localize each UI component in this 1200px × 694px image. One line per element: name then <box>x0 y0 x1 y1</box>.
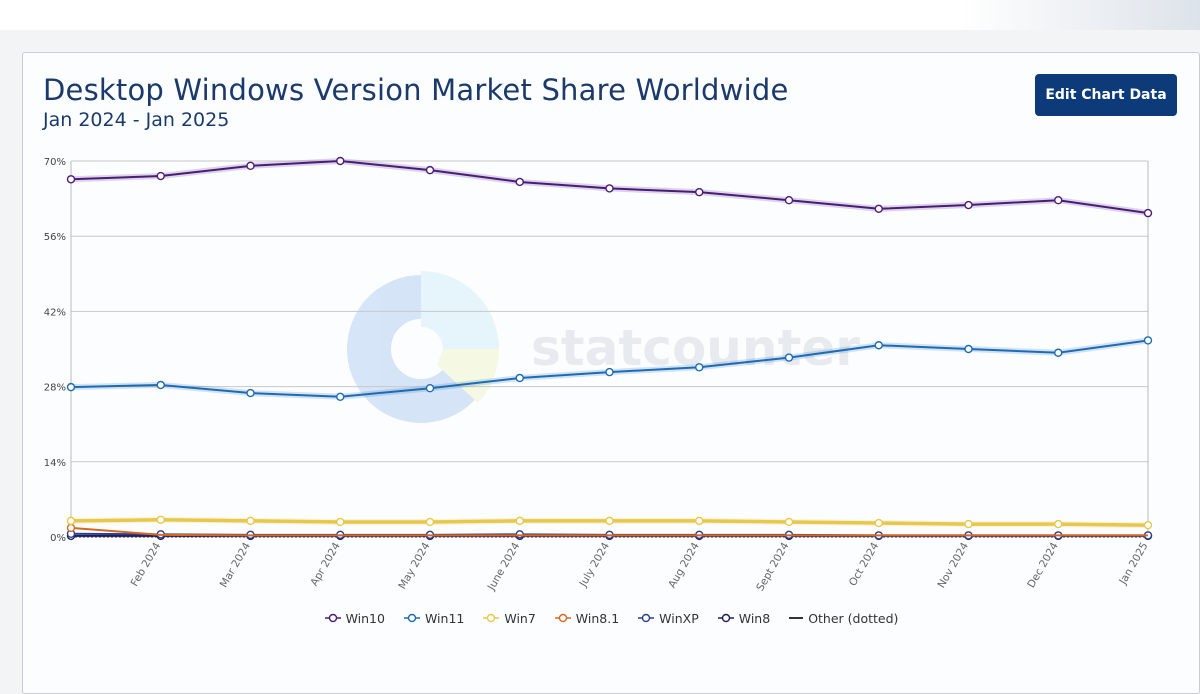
legend-item[interactable]: WinXP <box>637 611 699 626</box>
legend-item[interactable]: Win10 <box>324 611 385 626</box>
x-tick-label: Apr 2024 <box>308 540 343 588</box>
data-point <box>156 380 165 390</box>
data-point <box>964 344 973 354</box>
circle-marker-icon <box>637 611 655 626</box>
data-point <box>695 516 704 526</box>
data-point <box>515 516 524 526</box>
legend-label: Win10 <box>345 611 385 626</box>
x-tick-label: Sept 2024 <box>754 540 792 593</box>
data-point <box>784 353 794 362</box>
statcounter-watermark: statcounter <box>347 271 860 423</box>
x-tick-label: July 2024 <box>577 540 613 590</box>
data-point <box>66 523 76 533</box>
y-tick-label: 70% <box>44 157 66 168</box>
x-tick-label: Jan 2025 <box>1117 541 1151 588</box>
x-tick-label: Feb 2024 <box>129 540 164 588</box>
circle-marker-icon <box>554 611 572 626</box>
data-point <box>156 171 165 181</box>
x-tick-label: June 2024 <box>485 540 523 593</box>
data-point <box>66 382 76 392</box>
page-title: Desktop Windows Version Market Share Wor… <box>43 73 789 107</box>
data-point <box>515 177 524 187</box>
circle-marker-icon <box>324 611 342 626</box>
legend-item[interactable]: Other (dotted) <box>788 611 898 626</box>
data-point <box>1143 336 1153 345</box>
page-top-band <box>0 0 1200 30</box>
data-point <box>515 373 524 383</box>
legend-item[interactable]: Win11 <box>403 611 464 626</box>
data-point <box>964 200 973 210</box>
data-point <box>246 388 255 398</box>
data-point <box>336 156 345 166</box>
data-point <box>156 515 165 525</box>
circle-marker-icon <box>403 611 421 626</box>
data-point <box>874 518 883 528</box>
x-tick-label: Nov 2024 <box>935 540 971 590</box>
x-tick-label: Aug 2024 <box>666 540 702 590</box>
data-point <box>1054 348 1063 357</box>
y-tick-label: 28% <box>44 383 66 394</box>
legend-item[interactable]: Win8 <box>717 611 770 626</box>
data-point <box>1054 196 1063 205</box>
x-tick-label: May 2024 <box>396 540 432 591</box>
data-point <box>874 341 883 350</box>
legend-item[interactable]: Win8.1 <box>554 611 619 626</box>
y-tick-label: 0% <box>50 533 66 544</box>
x-tick-label: Mar 2024 <box>218 540 253 589</box>
legend-label: Other (dotted) <box>808 611 899 626</box>
data-point <box>964 519 973 529</box>
circle-marker-icon <box>482 611 500 626</box>
legend-item[interactable]: Win7 <box>482 611 536 626</box>
x-tick-label: Oct 2024 <box>847 540 882 588</box>
y-tick-label: 42% <box>44 307 66 318</box>
edit-chart-data-button[interactable]: Edit Chart Data <box>1035 74 1177 116</box>
series-line-win8-1 <box>70 526 1148 537</box>
data-point <box>874 204 883 214</box>
data-point <box>1143 208 1153 218</box>
data-point <box>605 516 614 526</box>
data-point <box>425 384 435 393</box>
data-point <box>695 187 704 197</box>
data-point <box>425 517 435 527</box>
data-point <box>695 363 704 372</box>
date-range: Jan 2024 - Jan 2025 <box>43 109 230 131</box>
chart-card: Desktop Windows Version Market Share Wor… <box>22 52 1200 694</box>
data-point <box>1143 520 1153 530</box>
data-point <box>66 175 76 184</box>
x-tick-label: Dec 2024 <box>1025 540 1061 590</box>
legend-label: Win7 <box>504 611 536 626</box>
data-point <box>66 516 76 526</box>
data-point <box>246 161 255 171</box>
data-point <box>336 517 345 527</box>
data-point <box>784 196 794 205</box>
data-point <box>784 517 794 527</box>
legend-label: WinXP <box>659 611 699 626</box>
data-point <box>1054 519 1063 529</box>
legend-label: Win8 <box>738 611 771 626</box>
data-point <box>246 516 255 526</box>
line-marker-icon <box>788 611 804 626</box>
data-point <box>336 392 345 402</box>
data-point <box>605 184 614 193</box>
data-point <box>425 165 435 175</box>
y-tick-label: 14% <box>44 458 66 469</box>
chart-legend: Win10 Win11 Win7 Win8.1 WinXP Win8 Other (dott… <box>23 611 1199 626</box>
legend-label: Win11 <box>424 611 465 626</box>
line-chart: statcounter 0% 14% 28% 42% 56% 70% Feb 2024 Mar … <box>44 156 1153 593</box>
data-point <box>515 530 524 539</box>
data-point <box>605 367 614 377</box>
legend-label: Win8.1 <box>575 611 620 626</box>
y-tick-label: 56% <box>44 232 66 243</box>
circle-marker-icon <box>717 611 735 626</box>
